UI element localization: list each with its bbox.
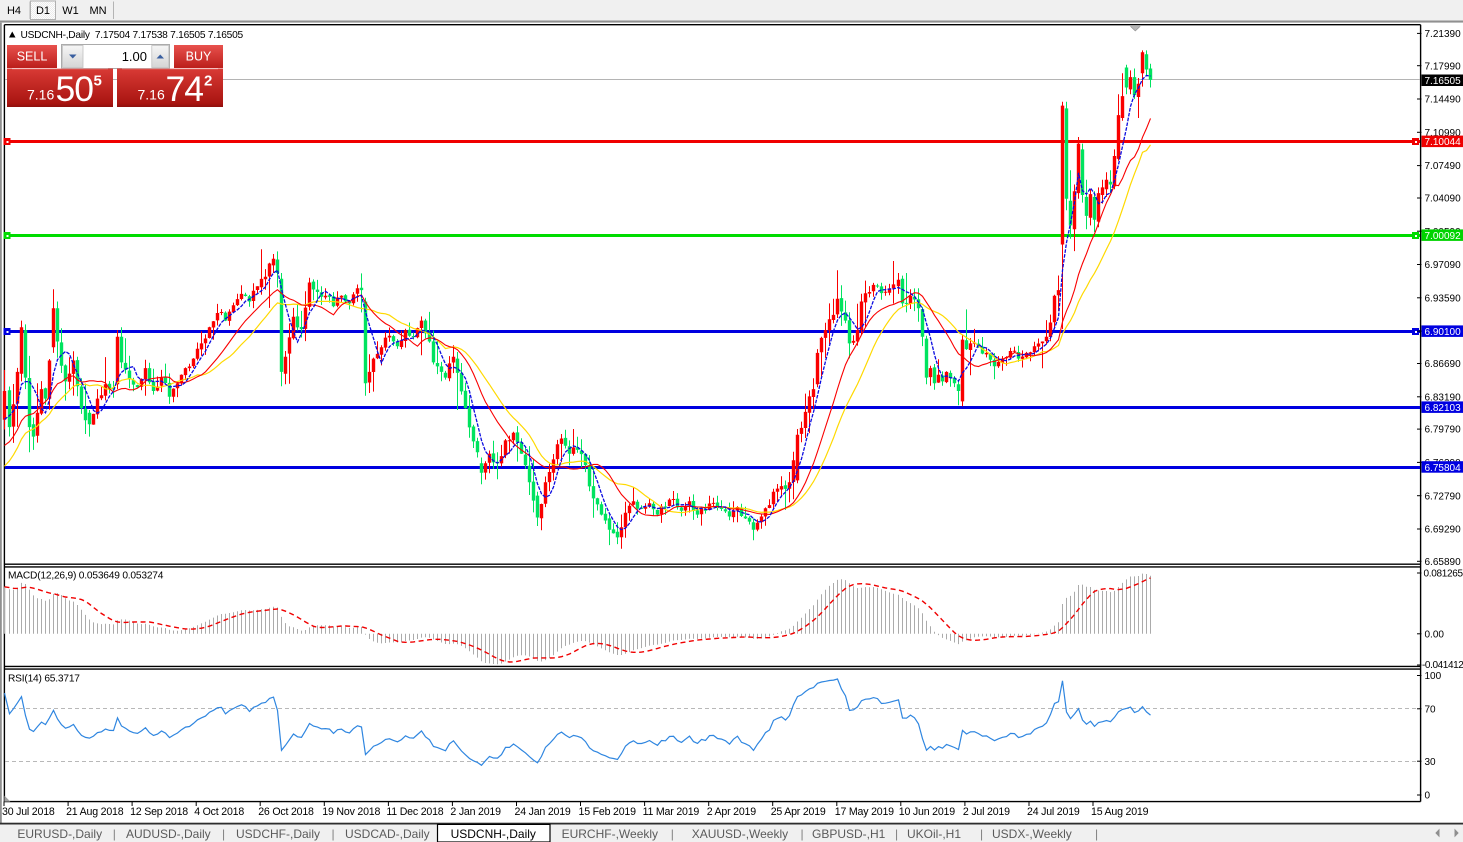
svg-text:11 Mar 2019: 11 Mar 2019 xyxy=(643,806,700,818)
svg-text:USDCNH-,Daily: USDCNH-,Daily xyxy=(451,827,536,841)
svg-text:6.93590: 6.93590 xyxy=(1425,293,1462,304)
svg-text:AUDUSD-,Daily: AUDUSD-,Daily xyxy=(126,827,211,841)
svg-text:USDCHF-,Daily: USDCHF-,Daily xyxy=(236,827,320,841)
svg-text:0: 0 xyxy=(1425,791,1431,802)
svg-text:12 Sep 2018: 12 Sep 2018 xyxy=(130,806,188,818)
svg-text:SELL: SELL xyxy=(17,50,48,64)
svg-text:|: | xyxy=(895,827,898,841)
svg-text:17 May 2019: 17 May 2019 xyxy=(835,806,894,818)
svg-text:25 Apr 2019: 25 Apr 2019 xyxy=(771,806,826,818)
svg-text:50: 50 xyxy=(56,69,94,109)
svg-text:6.65890: 6.65890 xyxy=(1425,557,1462,568)
svg-text:|: | xyxy=(671,827,674,841)
svg-text:MN: MN xyxy=(89,5,106,17)
svg-text:6.69290: 6.69290 xyxy=(1425,525,1462,536)
svg-text:19 Nov 2018: 19 Nov 2018 xyxy=(322,806,380,818)
svg-text:USDCAD-,Daily: USDCAD-,Daily xyxy=(345,827,430,841)
svg-text:7.16: 7.16 xyxy=(138,87,165,103)
svg-text:100: 100 xyxy=(1425,671,1442,682)
svg-text:2 Jan 2019: 2 Jan 2019 xyxy=(450,806,501,818)
svg-text:6.97090: 6.97090 xyxy=(1425,260,1462,271)
svg-text:15 Aug 2019: 15 Aug 2019 xyxy=(1091,806,1149,818)
svg-text:15 Feb 2019: 15 Feb 2019 xyxy=(579,806,637,818)
svg-text:BUY: BUY xyxy=(186,50,212,64)
svg-text:W1: W1 xyxy=(62,5,79,17)
svg-text:H4: H4 xyxy=(7,5,21,17)
svg-text:74: 74 xyxy=(166,69,204,109)
svg-text:MACD(12,26,9) 0.053649 0.05327: MACD(12,26,9) 0.053649 0.053274 xyxy=(8,571,164,582)
svg-text:21 Aug 2018: 21 Aug 2018 xyxy=(66,806,124,818)
svg-text:5: 5 xyxy=(94,73,102,90)
svg-text:6.75804: 6.75804 xyxy=(1425,463,1462,474)
svg-text:7.16505: 7.16505 xyxy=(1425,76,1462,87)
svg-text:GBPUSD-,H1: GBPUSD-,H1 xyxy=(812,827,886,841)
svg-text:USDCNH-,Daily 7.17504 7.17538: USDCNH-,Daily 7.17504 7.17538 7.16505 7.… xyxy=(21,30,244,41)
svg-text:EURUSD-,Daily: EURUSD-,Daily xyxy=(17,827,102,841)
svg-text:7.10990: 7.10990 xyxy=(1425,128,1462,139)
svg-text:2 Apr 2019: 2 Apr 2019 xyxy=(707,806,757,818)
svg-text:D1: D1 xyxy=(36,5,50,17)
svg-text:6.90100: 6.90100 xyxy=(1425,327,1462,338)
svg-text:10 Jun 2019: 10 Jun 2019 xyxy=(899,806,955,818)
svg-text:26 Oct 2018: 26 Oct 2018 xyxy=(258,806,314,818)
svg-text:7.07490: 7.07490 xyxy=(1425,161,1462,172)
svg-text:|: | xyxy=(332,827,335,841)
svg-text:30 Jul 2018: 30 Jul 2018 xyxy=(2,806,55,818)
svg-text:RSI(14) 65.3717: RSI(14) 65.3717 xyxy=(8,673,80,684)
svg-text:USDX-,Weekly: USDX-,Weekly xyxy=(992,827,1072,841)
svg-text:2: 2 xyxy=(204,73,212,90)
svg-text:|: | xyxy=(980,827,983,841)
svg-text:11 Dec 2018: 11 Dec 2018 xyxy=(386,806,443,818)
svg-text:70: 70 xyxy=(1425,704,1437,715)
svg-text:4 Oct 2018: 4 Oct 2018 xyxy=(194,806,244,818)
svg-text:0.00: 0.00 xyxy=(1425,629,1445,640)
svg-text:|: | xyxy=(801,827,804,841)
svg-text:0.081265: 0.081265 xyxy=(1424,569,1463,580)
svg-text:UKOil-,H1: UKOil-,H1 xyxy=(907,827,961,841)
svg-text:7.04090: 7.04090 xyxy=(1425,194,1462,205)
svg-text:7.21390: 7.21390 xyxy=(1425,29,1462,40)
svg-text:6.86690: 6.86690 xyxy=(1425,359,1462,370)
svg-text:30: 30 xyxy=(1425,757,1437,768)
svg-text:24 Jan 2019: 24 Jan 2019 xyxy=(515,806,571,818)
svg-text:7.14490: 7.14490 xyxy=(1425,95,1462,106)
svg-text:6.83190: 6.83190 xyxy=(1425,392,1462,403)
svg-text:7.10044: 7.10044 xyxy=(1425,137,1462,148)
svg-text:EURCHF-,Weekly: EURCHF-,Weekly xyxy=(562,827,658,841)
svg-text:|: | xyxy=(1095,827,1098,841)
svg-text:24 Jul 2019: 24 Jul 2019 xyxy=(1027,806,1080,818)
svg-text:|: | xyxy=(222,827,225,841)
svg-text:7.16: 7.16 xyxy=(27,87,54,103)
svg-text:7.00092: 7.00092 xyxy=(1425,231,1462,242)
svg-text:-0.041412: -0.041412 xyxy=(1422,660,1463,671)
svg-text:XAUUSD-,Weekly: XAUUSD-,Weekly xyxy=(692,827,788,841)
svg-text:6.82103: 6.82103 xyxy=(1425,403,1462,414)
svg-text:2 Jul 2019: 2 Jul 2019 xyxy=(963,806,1010,818)
svg-text:6.79790: 6.79790 xyxy=(1425,425,1462,436)
svg-text:1.00: 1.00 xyxy=(122,49,147,64)
svg-text:6.72790: 6.72790 xyxy=(1425,491,1462,502)
svg-text:|: | xyxy=(113,827,116,841)
svg-text:7.17990: 7.17990 xyxy=(1425,61,1462,72)
